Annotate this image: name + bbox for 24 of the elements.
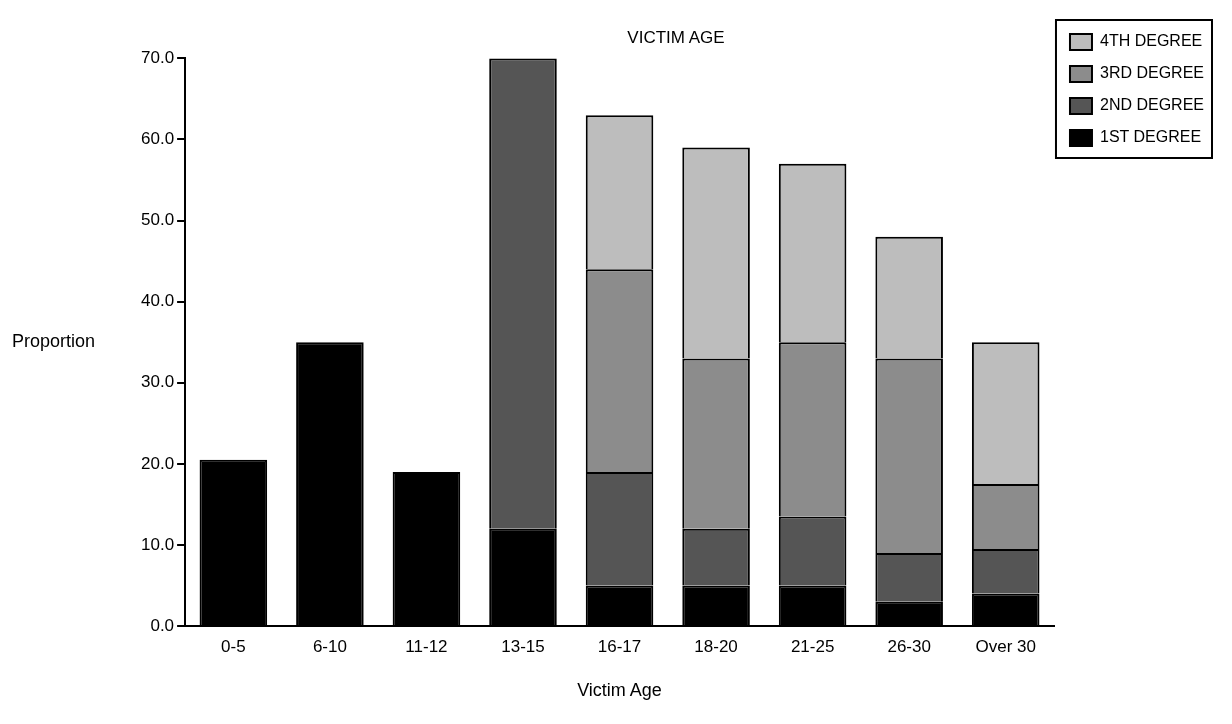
x-axis-title: Victim Age <box>577 680 662 701</box>
x-tick-label: 13-15 <box>501 636 545 656</box>
x-tick-label: 18-20 <box>694 636 738 656</box>
y-tick-label: 40.0 <box>140 291 175 311</box>
legend-label: 1ST DEGREE <box>1099 128 1202 146</box>
y-tick-label: 50.0 <box>140 210 175 230</box>
chart-title: VICTIM AGE <box>627 27 725 47</box>
y-tick-label: 30.0 <box>140 372 175 392</box>
y-tick-label: 10.0 <box>140 534 175 554</box>
x-tick-label: 11-12 <box>405 636 448 656</box>
x-tick-label: 6-10 <box>312 636 347 656</box>
x-tick-label: Over 30 <box>975 636 1036 656</box>
x-tick-label: 26-30 <box>887 636 931 656</box>
x-tick-label: 21-25 <box>790 636 835 656</box>
y-tick-label: 20.0 <box>140 453 175 473</box>
y-tick-label: 0.0 <box>150 615 175 635</box>
legend-label: 3RD DEGREE <box>1099 64 1205 82</box>
y-tick-label: 70.0 <box>140 48 175 68</box>
y-axis-title: Proportion <box>12 331 96 352</box>
x-tick-label: 0-5 <box>221 636 246 656</box>
y-tick-label: 60.0 <box>140 129 175 149</box>
x-tick-label: 16-17 <box>597 636 642 656</box>
legend-label: 2ND DEGREE <box>1099 96 1205 114</box>
legend-label: 4TH DEGREE <box>1099 32 1203 50</box>
